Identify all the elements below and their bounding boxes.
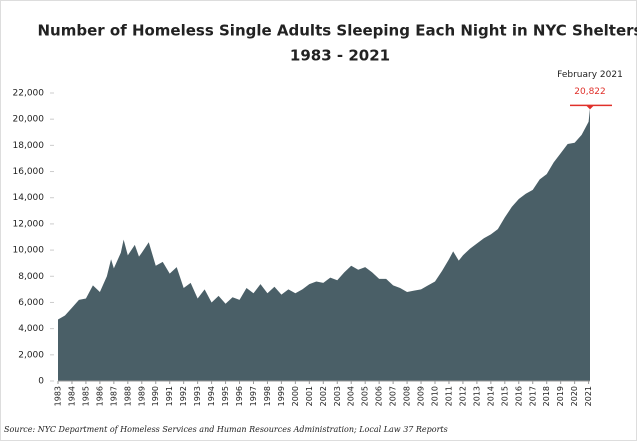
x-tick-label: 1992: [179, 386, 188, 406]
x-tick-label: 2015: [500, 386, 509, 406]
chart-subtitle: 1983 - 2021: [290, 47, 390, 65]
y-tick-label: 4,000: [18, 324, 44, 334]
x-tick-label: 2020: [570, 386, 579, 406]
y-tick-label: 18,000: [13, 141, 45, 151]
x-tick-label: 1999: [277, 386, 286, 406]
y-tick-label: 8,000: [18, 272, 44, 282]
x-tick-label: 1989: [137, 386, 146, 406]
x-tick-label: 2016: [514, 386, 523, 406]
y-tick-label: 0: [38, 377, 44, 387]
y-tick-label: 2,000: [18, 350, 44, 360]
y-tick-label: 22,000: [13, 89, 45, 99]
x-tick-label: 2014: [486, 386, 495, 406]
x-tick-label: 2000: [291, 386, 300, 406]
y-tick-label: 6,000: [18, 298, 44, 308]
x-tick-label: 1983: [54, 386, 63, 406]
x-tick-label: 1985: [81, 386, 90, 406]
annotation-value: 20,822: [574, 87, 606, 97]
x-tick-label: 2002: [319, 386, 328, 406]
annotation-pointer: [586, 105, 594, 110]
x-tick-label: 2011: [444, 386, 453, 406]
x-tick-label: 1995: [221, 386, 230, 406]
x-tick-label: 2013: [472, 386, 481, 406]
x-tick-label: 2019: [556, 386, 565, 406]
area: [58, 108, 590, 382]
source: Source: NYC Department of Homeless Servi…: [4, 425, 448, 434]
x-tick-label: 1984: [67, 386, 76, 406]
y-tick-label: 12,000: [13, 219, 45, 229]
x-tick-label: 1988: [123, 386, 132, 406]
y-tick-label: 10,000: [13, 246, 45, 256]
y-tick-label: 14,000: [13, 193, 45, 203]
x-tick-label: 2018: [542, 386, 551, 406]
chart-title: Number of Homeless Single Adults Sleepin…: [38, 22, 637, 40]
x-tick-label: 2001: [305, 386, 314, 406]
x-tick-label: 1993: [193, 386, 202, 406]
x-tick-label: 2008: [403, 386, 412, 406]
y-tick-label: 16,000: [13, 167, 45, 177]
x-tick-label: 2007: [389, 386, 398, 406]
x-tick-label: 1987: [109, 386, 118, 406]
x-tick-label: 1996: [235, 386, 244, 406]
x-tick-label: 2005: [361, 386, 370, 406]
x-tick-label: 2012: [458, 386, 467, 406]
x-tick-label: 1990: [151, 386, 160, 406]
x-tick-label: 2017: [528, 386, 537, 406]
x-tick-label: 1998: [263, 386, 272, 406]
x-tick-label: 2021: [584, 386, 593, 406]
x-tick-label: 1991: [165, 386, 174, 406]
annotation-date: February 2021: [557, 70, 623, 80]
x-tick-label: 2009: [417, 386, 426, 406]
y-tick-label: 20,000: [13, 115, 45, 125]
x-tick-label: 2006: [375, 386, 384, 406]
x-tick-label: 2004: [347, 386, 356, 406]
x-tick-label: 1986: [95, 386, 104, 406]
x-tick-label: 2003: [333, 386, 342, 406]
x-tick-label: 2010: [431, 386, 440, 406]
x-tick-label: 1994: [207, 386, 216, 406]
x-tick-label: 1997: [249, 386, 258, 406]
